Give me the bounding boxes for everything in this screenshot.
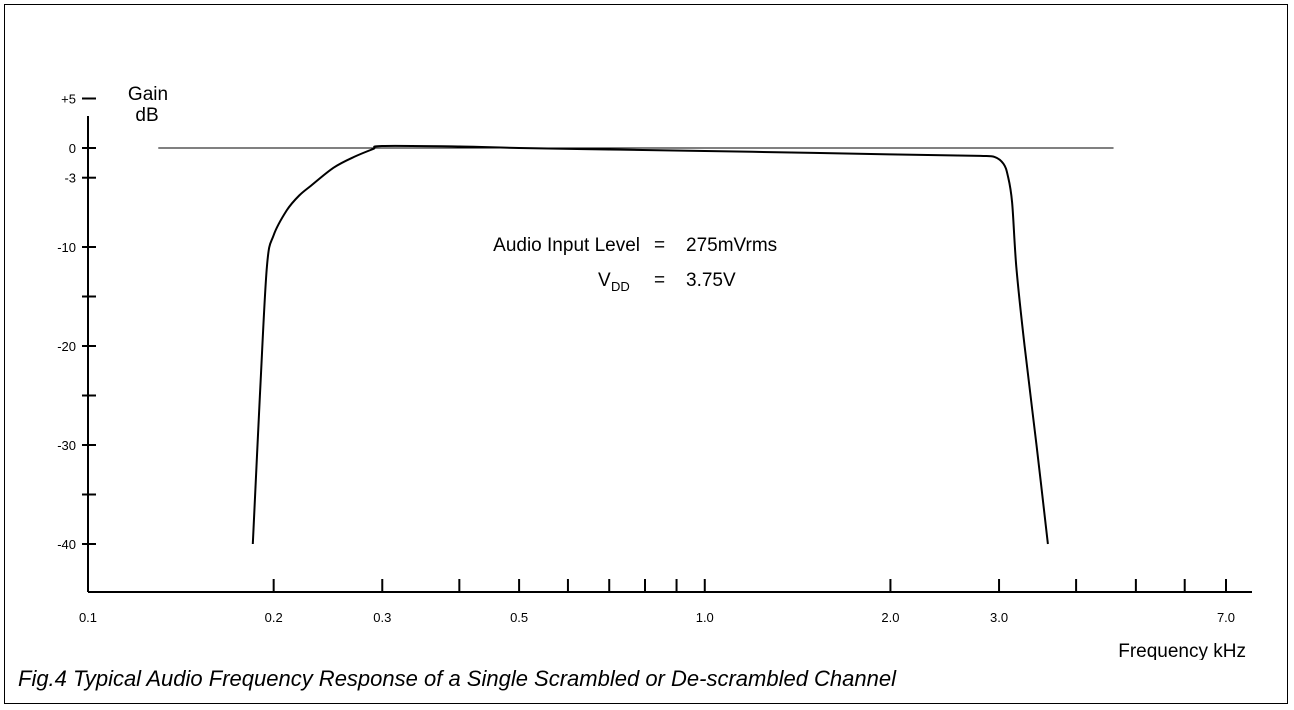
x-axis-label: Frequency kHz [1118,641,1246,660]
x-tick-label: 2.0 [881,610,899,625]
y-axis-label-gain: Gain [128,84,168,105]
figure-caption: Fig.4 Typical Audio Frequency Response o… [18,666,896,691]
x-tick-label: 0.2 [265,610,283,625]
y-tick-label: +5 [61,92,76,107]
annotation-vdd: V DD = 3.75V [598,270,736,294]
frequency-response-curve [251,144,1049,545]
y-tick-label: -20 [57,339,76,354]
x-tick-label: 7.0 [1217,610,1235,625]
frequency-response-chart: +5 0 -3 -10 -20 -30 -40 0.1 0.2 0.3 0.5 1.0 2.0 3.0 7… [57,84,1252,660]
figure-frame [4,4,1288,704]
x-tick-label: 0.1 [79,610,97,625]
x-tick-label: 0.3 [373,610,391,625]
x-tick-label: 3.0 [990,610,1008,625]
x-tick-label: 0.5 [510,610,528,625]
annotation-vdd-subscript: DD [611,279,630,294]
y-tick-label: -10 [57,240,76,255]
annotation-vdd-label: V [598,270,611,291]
y-tick-label: -30 [57,438,76,453]
annotation-input-level-label: Audio Input Level [493,235,640,256]
annotation-vdd-eq: = [654,270,665,291]
y-tick-label: 0 [69,141,76,156]
y-tick-label: -40 [57,537,76,552]
annotation-input-level-value: 275mVrms [686,235,777,256]
annotation-input-level: Audio Input Level = 275mVrms [493,235,777,256]
annotation-input-level-eq: = [654,235,665,256]
y-axis-label-unit: dB [135,105,158,126]
x-tick-label: 1.0 [696,610,714,625]
y-tick-label: -3 [64,171,76,186]
annotation-vdd-value: 3.75V [686,270,736,291]
